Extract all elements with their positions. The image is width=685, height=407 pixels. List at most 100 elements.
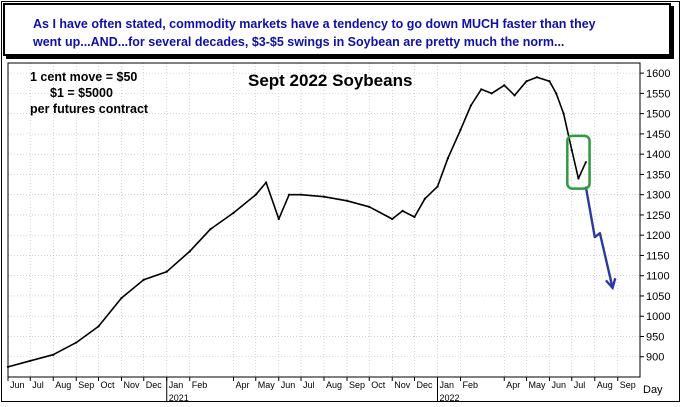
x-tick-label: May — [529, 380, 547, 390]
price-point — [584, 161, 587, 164]
note-line-3: per futures contract — [30, 102, 149, 116]
x-tick-label: Sep — [78, 380, 94, 390]
price-point — [322, 195, 326, 198]
price-point — [555, 92, 558, 95]
x-tick-label: Jun — [552, 380, 567, 390]
x-tick-label: Feb — [462, 380, 478, 390]
price-point — [525, 80, 528, 83]
y-tick-label: 1450 — [646, 129, 670, 141]
banner-line-2: went up...AND...for several decades, $3-… — [33, 35, 565, 49]
x-tick-label: Aug — [55, 380, 71, 390]
price-point — [188, 250, 191, 253]
price-point — [345, 199, 349, 202]
y-tick-label: 1300 — [646, 190, 670, 202]
x-tick-label: Jul — [303, 380, 315, 390]
note-line-2: $1 = $5000 — [50, 86, 113, 100]
x-tick-label: Apr — [236, 380, 250, 390]
y-tick-label: 1350 — [646, 169, 670, 181]
y-tick-label: 1000 — [646, 311, 670, 323]
price-point — [232, 211, 235, 215]
note-line-1: 1 cent move = $50 — [30, 70, 137, 84]
price-point — [277, 217, 280, 221]
y-axis: 900 950 1000 1050 1100 1150 1200 1250 1300 1350 14… — [640, 68, 670, 364]
price-point — [142, 278, 145, 281]
y-tick-label: 900 — [646, 352, 664, 364]
x-tick-label: Dec — [146, 380, 163, 390]
x-tick-label: Jan — [439, 380, 454, 390]
highlight-box — [566, 134, 591, 190]
x-tick-label: Feb — [192, 380, 208, 390]
price-point — [29, 359, 32, 362]
x-tick-label: Dec — [416, 380, 433, 390]
y-tick-label: 1050 — [646, 291, 670, 303]
x-tick-label: Aug — [597, 380, 613, 390]
price-point — [165, 270, 168, 273]
chart-grid — [7, 63, 640, 377]
price-point — [401, 209, 404, 212]
y-tick-label: 1100 — [646, 271, 670, 283]
x-tick-label: Apr — [506, 380, 520, 390]
x-tick-label: Jul — [32, 380, 44, 390]
x-tick-label: Aug — [326, 380, 342, 390]
banner-text: As I have often stated, commodity market… — [33, 15, 663, 51]
banner-line-1: As I have often stated, commodity market… — [33, 17, 596, 31]
price-point — [548, 80, 551, 83]
price-point — [570, 149, 573, 152]
y-tick-label: 1600 — [646, 68, 670, 80]
price-point — [535, 76, 538, 79]
y-tick-label: 1550 — [646, 88, 670, 100]
price-point — [288, 193, 291, 196]
price-point — [480, 88, 483, 91]
price-point — [459, 128, 462, 131]
y-tick-label: 1400 — [646, 149, 670, 161]
price-point — [299, 193, 303, 196]
price-point — [391, 217, 394, 221]
year-label: 2022 — [439, 393, 459, 403]
headline-banner: As I have often stated, commodity market… — [3, 3, 671, 56]
price-point — [265, 181, 268, 184]
price-point — [490, 92, 493, 95]
x-tick-label: Jul — [574, 380, 586, 390]
price-point — [413, 215, 416, 219]
price-point — [562, 112, 565, 115]
year-label: 2021 — [169, 393, 189, 403]
x-tick-label: Sep — [349, 380, 365, 390]
y-tick-label: 1250 — [646, 210, 670, 222]
price-point — [503, 84, 506, 87]
x-axis-label: Day — [643, 384, 663, 396]
price-point — [254, 193, 257, 196]
annotation-box — [566, 134, 591, 190]
x-axis: Jun Jul Aug Sep Oct Nov Dec Jan Feb Apr May Jun Jul A… — [7, 377, 636, 403]
price-point — [423, 197, 426, 200]
x-tick-label: May — [258, 380, 276, 390]
price-line — [7, 76, 587, 368]
price-point — [97, 325, 100, 328]
price-series — [6, 76, 587, 368]
price-point — [75, 341, 78, 344]
price-point — [368, 205, 371, 208]
x-tick-label: Nov — [394, 380, 411, 390]
x-tick-label: Oct — [371, 380, 386, 390]
x-tick-label: Jun — [281, 380, 296, 390]
y-tick-label: 1150 — [646, 250, 670, 262]
price-point — [6, 365, 10, 368]
price-point — [120, 296, 123, 300]
price-point — [209, 228, 212, 231]
y-tick-label: 1500 — [646, 109, 670, 121]
x-tick-label: Sep — [620, 380, 636, 390]
projection-arrowhead — [605, 277, 617, 291]
price-point — [577, 177, 580, 180]
price-point — [52, 353, 55, 356]
x-tick-label: Jan — [169, 380, 184, 390]
price-point — [446, 157, 449, 160]
chart-frame — [1, 1, 680, 402]
chart-title: Sept 2022 Soybeans — [248, 71, 412, 90]
y-tick-label: 950 — [646, 331, 664, 343]
x-tick-label: Nov — [123, 380, 140, 390]
x-tick-label: Oct — [100, 380, 115, 390]
price-point — [469, 104, 472, 107]
projection-line — [584, 186, 614, 289]
price-point — [513, 94, 516, 97]
x-tick-label: Jun — [10, 380, 25, 390]
